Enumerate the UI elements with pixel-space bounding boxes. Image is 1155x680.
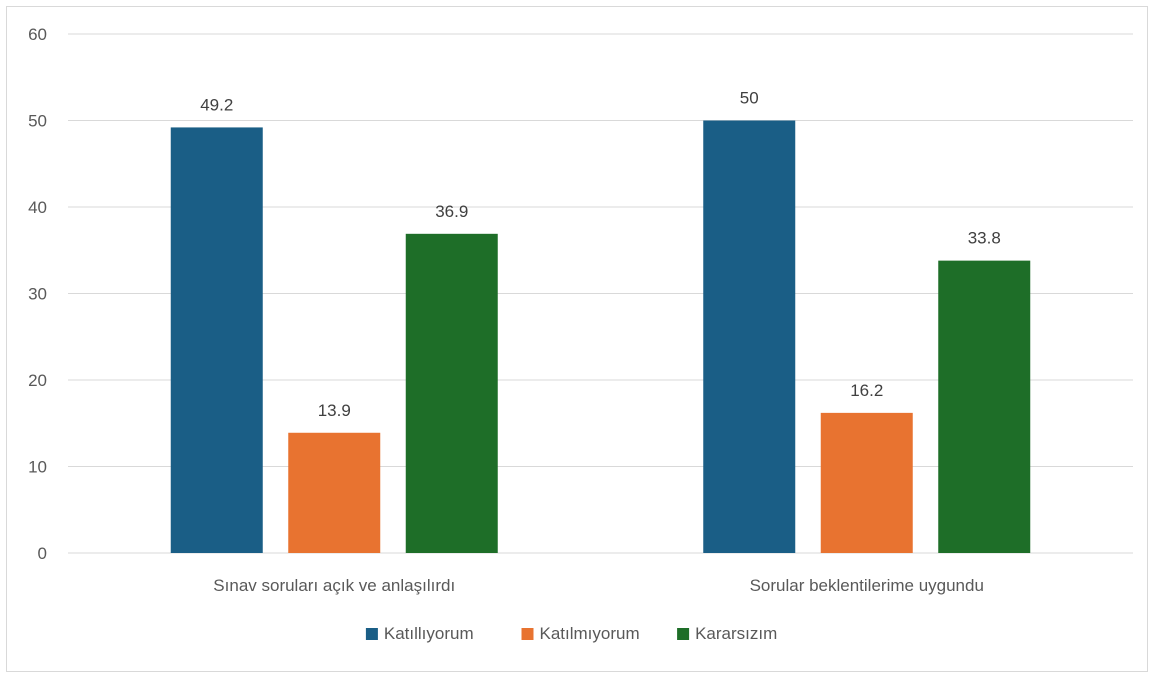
legend-swatch <box>365 628 378 640</box>
bars <box>170 120 1031 554</box>
y-axis-ticks: 0 10 20 30 40 50 60 <box>28 25 47 563</box>
y-tick-label: 40 <box>28 198 47 217</box>
y-tick-label: 0 <box>38 544 47 563</box>
x-category-label: Sınav soruları açık ve anlaşılırdı <box>213 576 455 595</box>
data-label: 50 <box>740 89 759 108</box>
bar <box>288 432 381 553</box>
legend-swatch <box>677 628 690 640</box>
legend-swatch <box>521 628 534 640</box>
bar <box>820 412 913 553</box>
y-tick-label: 30 <box>28 285 47 304</box>
y-tick-label: 10 <box>28 458 47 477</box>
data-labels: 49.2 13.9 36.9 50 16.2 33.8 <box>200 89 1001 420</box>
data-label: 13.9 <box>318 401 351 420</box>
legend-label: Kararsızım <box>695 624 777 643</box>
data-label: 49.2 <box>200 95 233 114</box>
data-label: 33.8 <box>968 229 1001 248</box>
legend: Katıllıyorum Katılmıyorum Kararsızım <box>365 624 777 643</box>
y-tick-label: 60 <box>28 25 47 44</box>
bar <box>170 127 263 554</box>
legend-label: Katılmıyorum <box>540 624 640 643</box>
legend-label: Katıllıyorum <box>384 624 474 643</box>
y-tick-label: 50 <box>28 112 47 131</box>
data-label: 36.9 <box>435 202 468 221</box>
data-label: 16.2 <box>850 381 883 400</box>
bar <box>703 120 796 553</box>
chart-frame: 0 10 20 30 40 50 60 49.2 13.9 36.9 50 16.2 33.8 Sın… <box>6 6 1148 672</box>
x-category-label: Sorular beklentilerime uygundu <box>750 576 984 595</box>
x-axis-categories: Sınav soruları açık ve anlaşılırdı Sorula… <box>213 576 984 595</box>
bar <box>938 260 1031 553</box>
bar-chart: 0 10 20 30 40 50 60 49.2 13.9 36.9 50 16.2 33.8 Sın… <box>28 25 1133 643</box>
y-tick-label: 20 <box>28 371 47 390</box>
bar <box>405 233 498 553</box>
